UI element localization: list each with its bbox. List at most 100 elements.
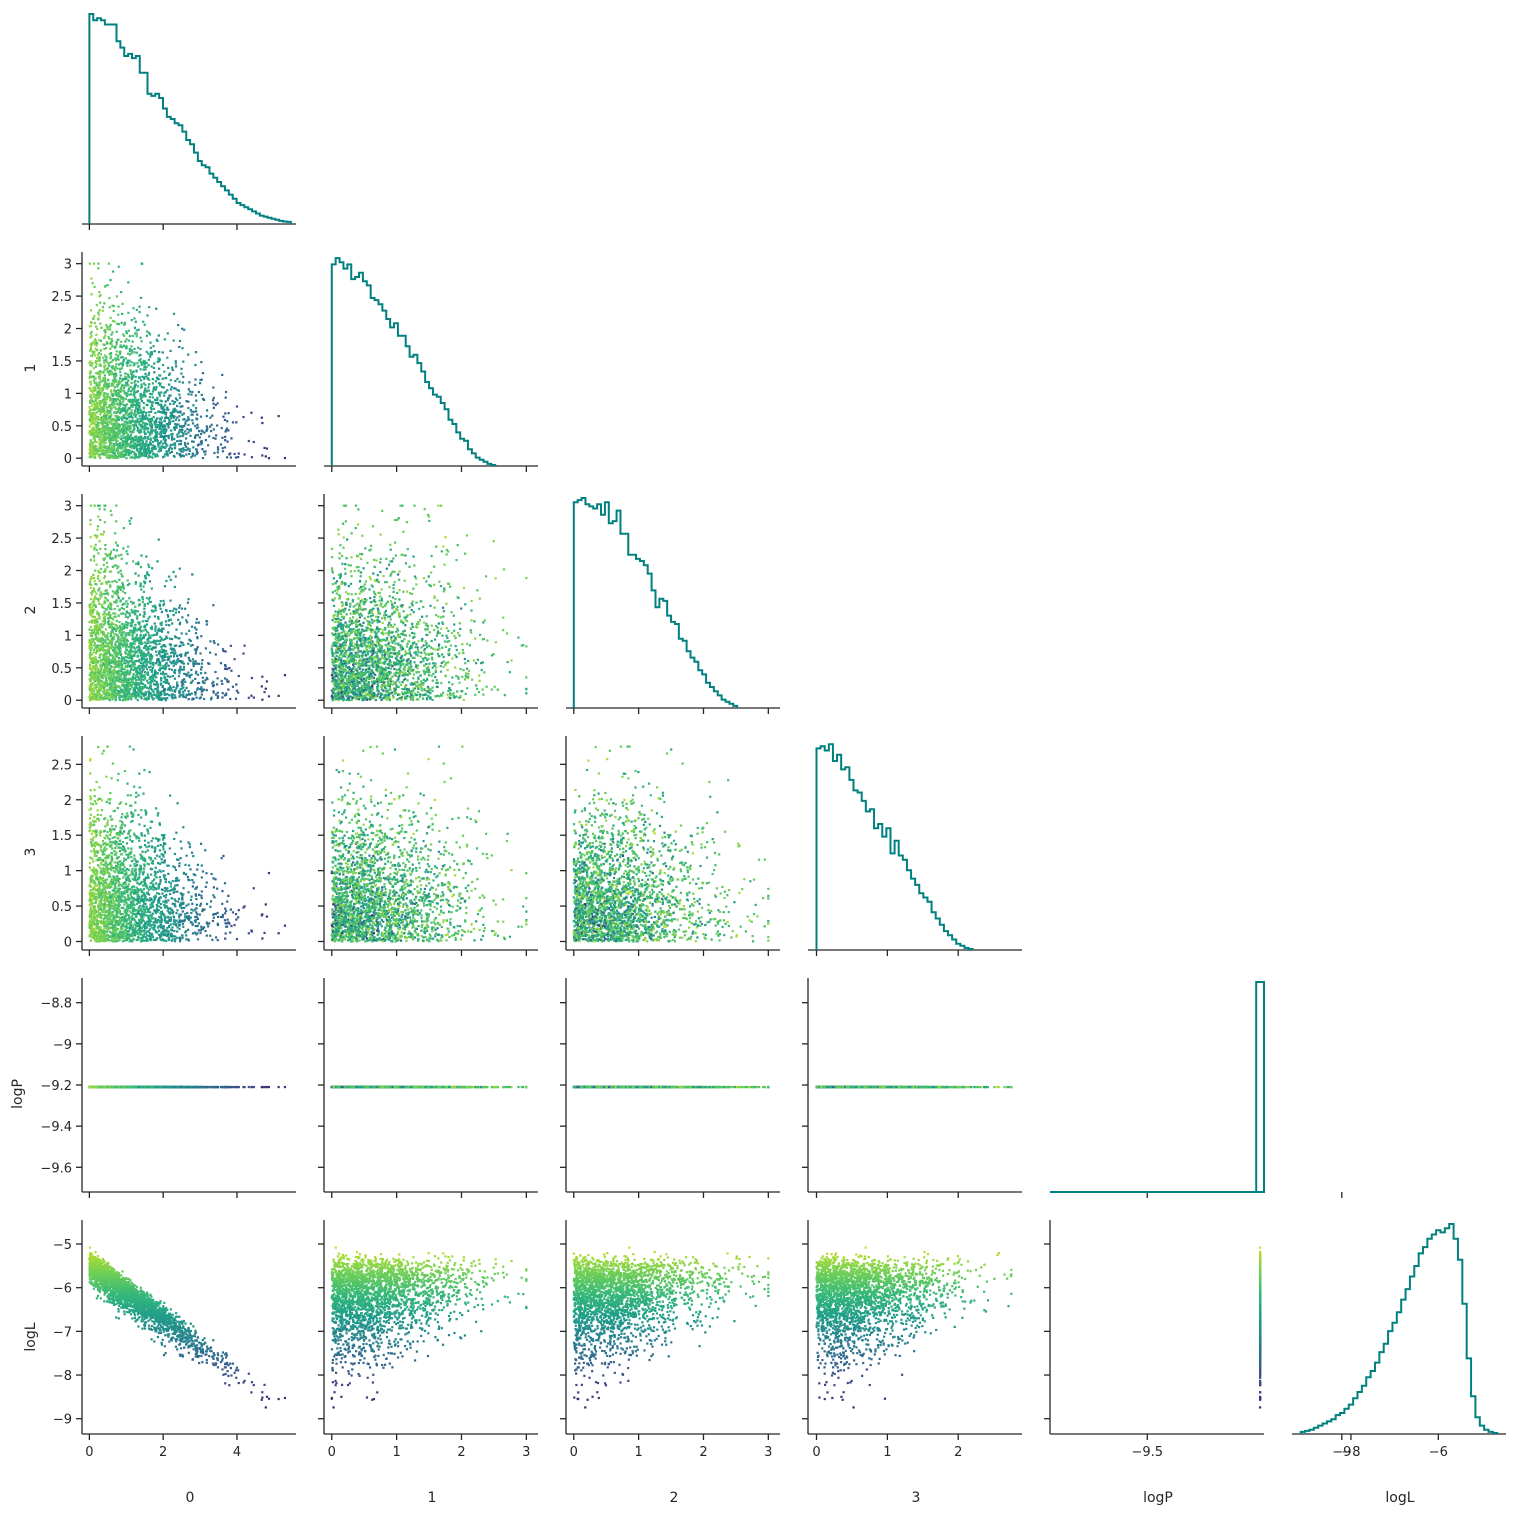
scatter-point: [174, 422, 177, 426]
scatter-point: [101, 582, 104, 585]
scatter-point: [159, 382, 162, 385]
scatter-point: [138, 359, 141, 362]
scatter-point: [122, 455, 126, 458]
scatter-point: [108, 417, 111, 421]
scatter-point: [103, 410, 107, 413]
scatter-point: [176, 655, 179, 658]
scatter-point: [110, 675, 113, 678]
scatter-point: [96, 452, 99, 455]
scatter-point: [98, 673, 101, 676]
scatter-point: [122, 396, 125, 400]
scatter-point: [101, 620, 104, 623]
scatter-point: [168, 372, 171, 375]
scatter-point: [101, 407, 105, 410]
scatter-point: [283, 674, 287, 677]
scatter-point: [141, 600, 144, 604]
scatter-point: [127, 379, 130, 382]
scatter-point: [116, 449, 119, 452]
scatter-point: [108, 371, 111, 374]
scatter-point: [195, 628, 198, 631]
scatter-point: [142, 320, 145, 323]
scatter-point: [166, 693, 169, 696]
scatter-point: [96, 618, 99, 621]
scatter-point: [117, 393, 120, 396]
scatter-point: [124, 423, 127, 426]
scatter-point: [124, 404, 127, 407]
scatter-point: [139, 453, 142, 456]
scatter-point: [92, 420, 95, 423]
scatter-point: [188, 448, 191, 451]
scatter-point: [108, 688, 111, 691]
scatter-point: [143, 454, 146, 458]
scatter-point: [131, 416, 134, 420]
scatter-point: [234, 456, 238, 459]
scatter-point: [113, 388, 116, 392]
scatter-point: [100, 423, 104, 426]
scatter-point: [119, 344, 122, 347]
scatter-point: [252, 440, 255, 444]
scatter-point: [147, 411, 150, 414]
scatter-point: [176, 435, 179, 438]
scatter-point: [113, 607, 116, 611]
scatter-point: [114, 392, 117, 396]
scatter-point: [112, 449, 115, 452]
scatter-point: [120, 557, 123, 560]
scatter-point: [165, 609, 168, 613]
scatter-point: [114, 590, 117, 593]
scatter-point: [265, 680, 269, 683]
scatter-point: [156, 398, 159, 402]
scatter-point: [101, 673, 104, 677]
scatter-point: [160, 655, 163, 659]
scatter-point: [114, 439, 118, 442]
scatter-point: [94, 361, 97, 364]
scatter-point: [118, 391, 121, 394]
scatter-point: [171, 414, 174, 417]
scatter-point: [97, 405, 100, 408]
scatter-point: [167, 619, 170, 622]
scatter-point: [113, 680, 116, 683]
scatter-point: [261, 698, 264, 701]
scatter-point: [170, 366, 174, 369]
scatter-point: [93, 432, 96, 436]
scatter-point: [155, 453, 158, 456]
scatter-point: [99, 413, 102, 416]
scatter-point: [99, 698, 102, 701]
scatter-point: [96, 528, 99, 531]
scatter-point: [148, 644, 152, 648]
scatter-point: [117, 635, 120, 639]
scatter-point: [103, 343, 106, 347]
scatter-point: [96, 435, 99, 438]
scatter-point: [163, 438, 167, 441]
scatter-point: [183, 672, 186, 675]
scatter-point: [155, 696, 158, 699]
scatter-point: [106, 447, 109, 451]
scatter-point: [126, 439, 129, 442]
scatter-point: [167, 658, 170, 661]
scatter-point: [191, 419, 194, 422]
scatter-point: [109, 352, 113, 355]
scatter-point: [110, 449, 113, 452]
scatter-point: [121, 363, 125, 366]
scatter-point: [101, 625, 104, 629]
scatter-point: [113, 435, 116, 438]
scatter-point: [116, 410, 120, 413]
scatter-point: [148, 418, 151, 421]
scatter-point: [227, 412, 230, 415]
scatter-point: [113, 367, 116, 370]
scatter-point: [114, 612, 117, 615]
scatter-point: [164, 637, 167, 641]
scatter-point: [125, 345, 128, 348]
scatter-point: [118, 377, 122, 380]
scatter-point: [131, 618, 134, 622]
scatter-point: [135, 390, 138, 394]
scatter-point: [225, 692, 228, 695]
scatter-point: [117, 571, 120, 574]
scatter-point: [159, 663, 162, 666]
scatter-point: [156, 417, 159, 420]
scatter-point: [95, 433, 98, 436]
scatter-point: [212, 690, 215, 693]
scatter-point: [213, 641, 216, 645]
scatter-point: [103, 412, 107, 416]
scatter-point: [164, 620, 167, 623]
scatter-point: [135, 455, 138, 458]
